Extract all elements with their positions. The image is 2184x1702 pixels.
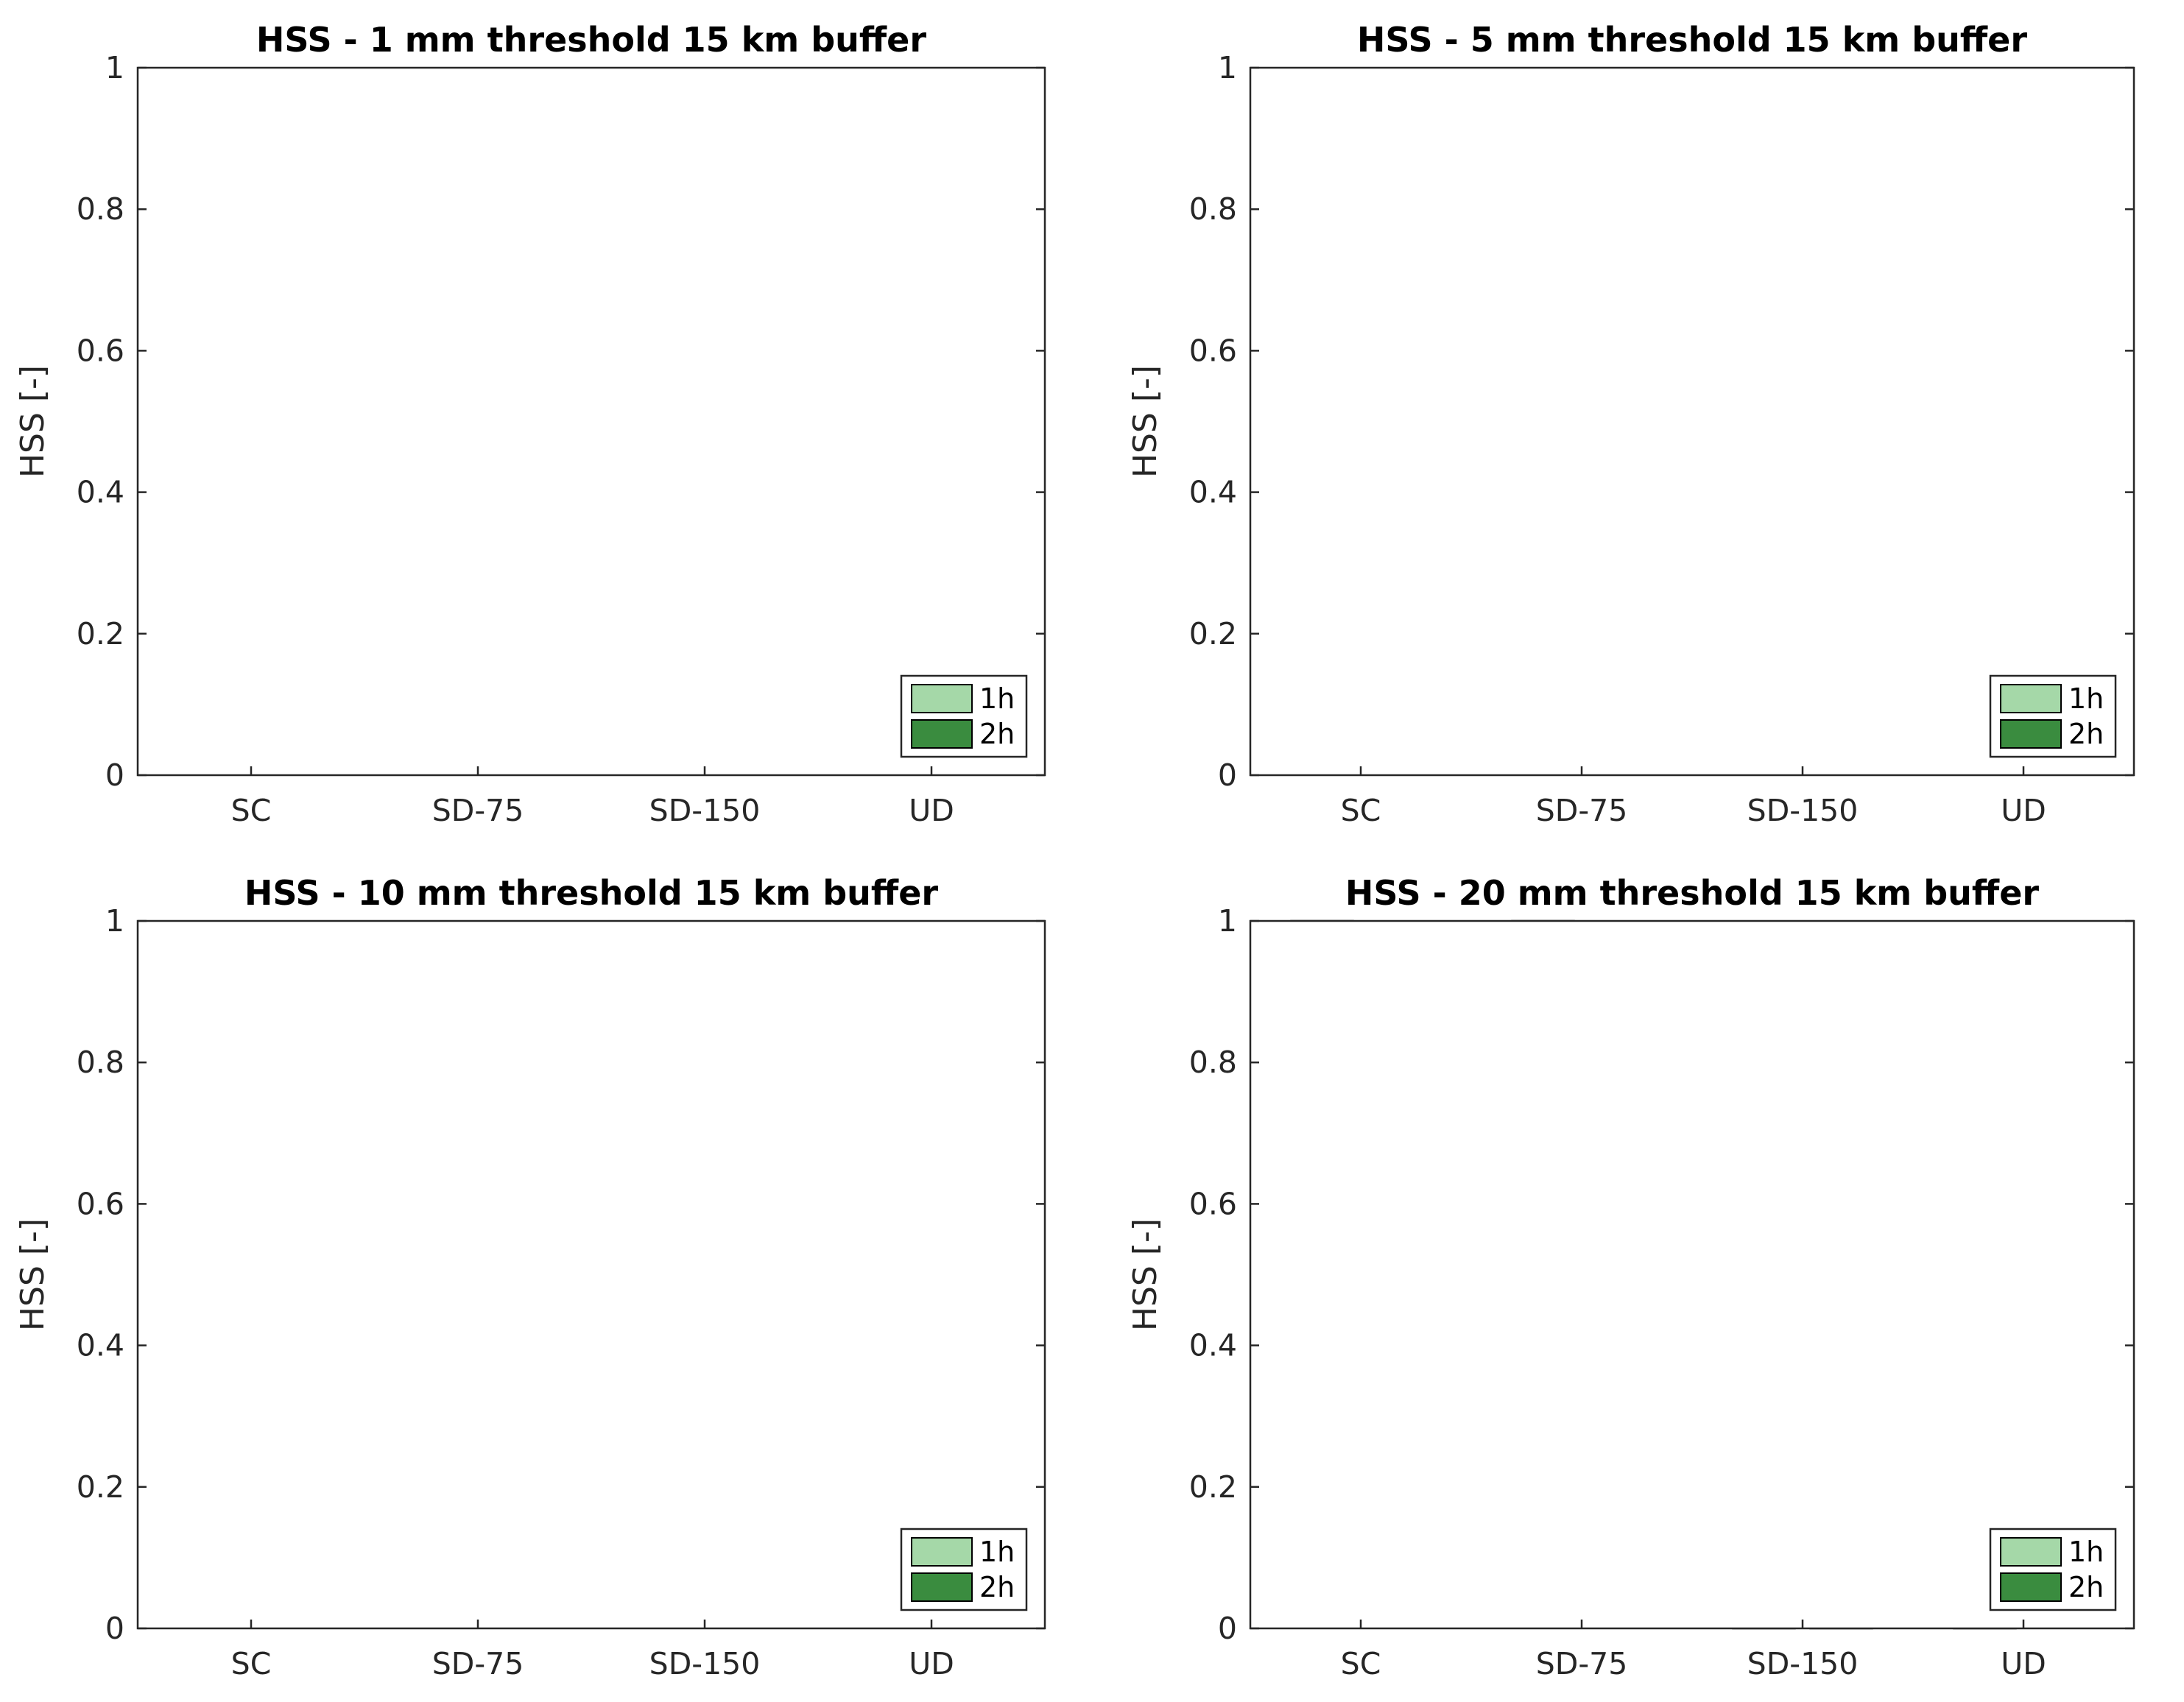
y-tick-label: 0.4 <box>77 475 124 510</box>
y-tick-label: 0.8 <box>77 191 124 227</box>
y-tick-label: 0.8 <box>1189 191 1237 227</box>
y-tick-label: 0.8 <box>1189 1045 1237 1080</box>
y-tick-label: 0.4 <box>77 1328 124 1363</box>
x-tick-label: SD-150 <box>1747 793 1859 828</box>
legend-label-2h: 2h <box>979 1571 1015 1603</box>
chart-title: HSS - 5 mm threshold 15 km buffer <box>1357 20 2027 60</box>
y-tick-label: 0.6 <box>1189 1186 1237 1221</box>
x-tick-label: SD-150 <box>649 793 761 828</box>
axes-frame <box>136 919 1046 1630</box>
y-tick-label: 0.6 <box>1189 333 1237 368</box>
x-tick-label: SC <box>1341 793 1381 828</box>
y-tick-label: 0.4 <box>1189 475 1237 510</box>
y-tick-label: 0.6 <box>77 333 124 368</box>
x-tick-label: SD-150 <box>649 1646 761 1681</box>
y-tick-label: 0.8 <box>77 1045 124 1080</box>
y-tick-label: 0.2 <box>1189 1469 1237 1505</box>
y-tick-label: 1 <box>105 903 124 939</box>
chart-title: HSS - 1 mm threshold 15 km buffer <box>256 20 926 60</box>
x-tick-label: UD <box>909 793 954 828</box>
legend-label-2h: 2h <box>2068 718 2104 750</box>
y-axis-label: HSS [-] <box>14 365 52 478</box>
x-tick-label: SC <box>231 793 272 828</box>
legend-label-1h: 1h <box>979 1536 1015 1568</box>
legend-label-2h: 2h <box>979 718 1015 750</box>
legend-swatch-1h <box>2000 1537 2062 1567</box>
y-tick-label: 0.6 <box>77 1186 124 1221</box>
x-tick-label: SD-75 <box>1536 1646 1628 1681</box>
chart-panel-4: 0 0.2 0.4 0.6 0.8 1 SC SD-75 SD-150 UD HSS - 20 mm… <box>1127 873 2135 1681</box>
axes-frame <box>1249 66 2135 777</box>
axes-frame <box>136 66 1046 777</box>
x-tick-label: SC <box>1341 1646 1381 1681</box>
legend-swatch-2h <box>2000 1572 2062 1602</box>
y-axis-label: HSS [-] <box>1127 1218 1164 1331</box>
x-tick-label: UD <box>909 1646 954 1681</box>
legend-swatch-1h <box>911 1537 973 1567</box>
y-tick-label: 1 <box>105 50 124 85</box>
y-tick-label: 0.2 <box>1189 616 1237 652</box>
y-tick-label: 0.2 <box>77 1469 124 1505</box>
y-tick-label: 0 <box>1218 758 1237 793</box>
legend-swatch-2h <box>2000 719 2062 749</box>
legend-label-1h: 1h <box>2068 682 2104 715</box>
chart-title: HSS - 20 mm threshold 15 km buffer <box>1345 873 2039 913</box>
y-tick-label: 0 <box>105 1611 124 1646</box>
y-tick-label: 0 <box>105 758 124 793</box>
x-tick-label: SD-75 <box>1536 793 1628 828</box>
legend-label-1h: 1h <box>979 682 1015 715</box>
y-axis-label: HSS [-] <box>14 1218 52 1331</box>
x-tick-label: SC <box>231 1646 272 1681</box>
y-tick-label: 1 <box>1218 903 1237 939</box>
x-tick-label: UD <box>2001 793 2046 828</box>
x-tick-label: UD <box>2001 1646 2046 1681</box>
y-tick-label: 0.2 <box>77 616 124 652</box>
y-tick-label: 0 <box>1218 1611 1237 1646</box>
legend-swatch-2h <box>911 719 973 749</box>
chart-panel-2: 0 0.2 0.4 0.6 0.8 1 SC SD-75 SD-150 UD HSS - 5 mm … <box>1127 20 2135 828</box>
y-tick-label: 0.4 <box>1189 1328 1237 1363</box>
x-tick-label: SD-75 <box>432 1646 524 1681</box>
x-tick-label: SD-75 <box>432 793 524 828</box>
legend-swatch-1h <box>911 684 973 713</box>
legend-label-1h: 1h <box>2068 1536 2104 1568</box>
y-tick-label: 1 <box>1218 50 1237 85</box>
y-axis-label: HSS [-] <box>1127 365 1164 478</box>
chart-title: HSS - 10 mm threshold 15 km buffer <box>244 873 938 913</box>
legend-swatch-2h <box>911 1572 973 1602</box>
chart-panel-1: 0 0.2 0.4 0.6 0.8 1 SC SD-75 SD-150 UD HSS - 1 mm … <box>14 20 1046 828</box>
axes-frame <box>1249 919 2135 1630</box>
legend-swatch-1h <box>2000 684 2062 713</box>
legend-label-2h: 2h <box>2068 1571 2104 1603</box>
chart-panel-3: 0 0.2 0.4 0.6 0.8 1 SC SD-75 SD-150 UD HSS - 10 mm… <box>14 873 1046 1681</box>
x-tick-label: SD-150 <box>1747 1646 1859 1681</box>
